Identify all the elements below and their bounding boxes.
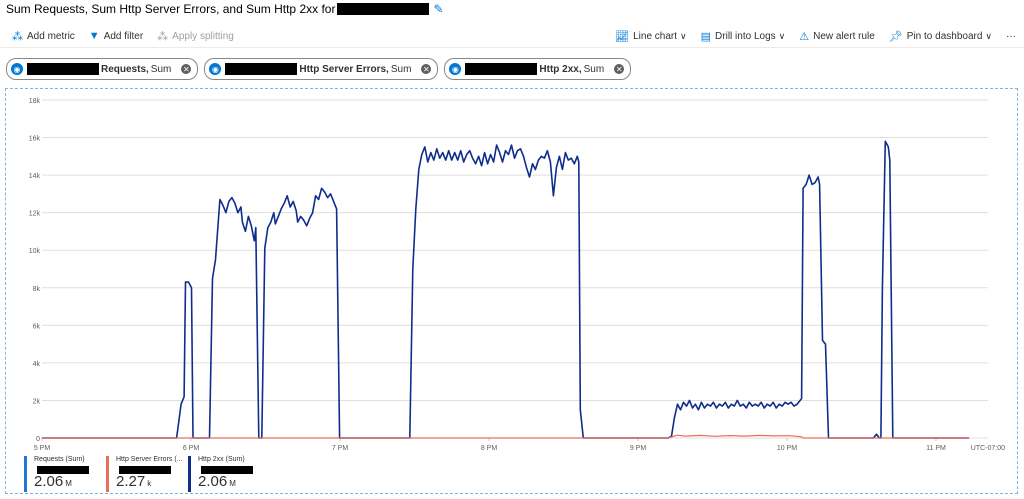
- more-options-button[interactable]: ···: [1006, 30, 1016, 42]
- legend-value: 2.06 M: [198, 473, 236, 490]
- legend-value: 2.06 M: [34, 473, 72, 490]
- globe-icon: ◉: [11, 63, 23, 75]
- pencil-icon[interactable]: ✎: [433, 2, 444, 16]
- legend-value: 2.27 k: [116, 473, 152, 490]
- legend-item-http-2xx[interactable]: Http 2xx (Sum) 2.06 M: [188, 456, 253, 492]
- pin-icon: 📌︎: [888, 30, 903, 43]
- legend-series-name: Requests (Sum): [34, 456, 85, 463]
- metric-name: Http 2xx,: [539, 63, 582, 75]
- toolbar: ⁂ Add metric ▼ Add filter ⁂ Apply splitting…: [0, 26, 1024, 46]
- legend-item-requests[interactable]: Requests (Sum) 2.06 M: [24, 456, 89, 492]
- splitting-icon: ⁂: [157, 30, 169, 43]
- new-alert-rule-button[interactable]: ⚠ New alert rule: [799, 30, 875, 43]
- redacted-resource-name: [37, 466, 89, 474]
- metric-pills: ◉ Requests, Sum ✕ ◉ Http Server Errors, …: [6, 58, 632, 80]
- metric-pill-http-2xx[interactable]: ◉ Http 2xx, Sum ✕: [444, 58, 632, 80]
- alert-icon: ⚠: [799, 30, 810, 43]
- metric-name: Requests,: [101, 63, 149, 75]
- close-icon[interactable]: ✕: [421, 64, 432, 74]
- chevron-down-icon: ∨: [985, 30, 992, 41]
- legend-item-http-server-errors[interactable]: Http Server Errors (... 2.27 k: [106, 456, 183, 492]
- close-icon[interactable]: ✕: [614, 64, 625, 74]
- add-metric-icon: ⁂: [12, 30, 23, 43]
- line-chart-button[interactable]: 📈︎ Line chart ∨: [615, 30, 687, 43]
- metric-pill-requests[interactable]: ◉ Requests, Sum ✕: [6, 58, 199, 80]
- metric-aggregation: Sum: [390, 63, 412, 75]
- chart-title: Sum Requests, Sum Http Server Errors, an…: [6, 2, 444, 16]
- chart-title-text: Sum Requests, Sum Http Server Errors, an…: [6, 2, 336, 16]
- redacted-resource-name: [225, 63, 298, 75]
- chevron-down-icon: ∨: [680, 30, 687, 41]
- legend-series-name: Http Server Errors (...: [116, 456, 183, 463]
- add-filter-button[interactable]: ▼ Add filter: [88, 30, 144, 42]
- redacted-resource-name: [27, 63, 99, 75]
- metric-name: Http Server Errors,: [299, 63, 389, 75]
- filter-icon: ▼: [88, 30, 100, 42]
- metric-aggregation: Sum: [150, 63, 172, 75]
- redacted-resource-name: [465, 63, 538, 75]
- close-icon[interactable]: ✕: [181, 64, 192, 74]
- logs-icon: ▤: [700, 30, 712, 43]
- chevron-down-icon: ∨: [778, 30, 786, 41]
- metric-pill-http-server-errors[interactable]: ◉ Http Server Errors, Sum ✕: [204, 58, 439, 80]
- redacted-resource-name: [119, 466, 171, 474]
- legend-series-name: Http 2xx (Sum): [198, 456, 245, 463]
- drill-into-logs-button[interactable]: ▤ Drill into Logs ∨: [700, 30, 786, 43]
- pin-to-dashboard-button[interactable]: 📌︎ Pin to dashboard ∨: [888, 30, 992, 43]
- toolbar-divider: [0, 47, 1024, 48]
- chart-area: [5, 88, 1018, 494]
- globe-icon: ◉: [449, 63, 462, 75]
- apply-splitting-button[interactable]: ⁂ Apply splitting: [157, 30, 234, 43]
- redacted-resource-name: [201, 466, 253, 474]
- metric-aggregation: Sum: [583, 63, 605, 75]
- line-chart-icon: 📈︎: [615, 30, 630, 43]
- redacted-resource-name: [337, 3, 430, 15]
- globe-icon: ◉: [209, 63, 222, 75]
- add-metric-button[interactable]: ⁂ Add metric: [12, 30, 75, 43]
